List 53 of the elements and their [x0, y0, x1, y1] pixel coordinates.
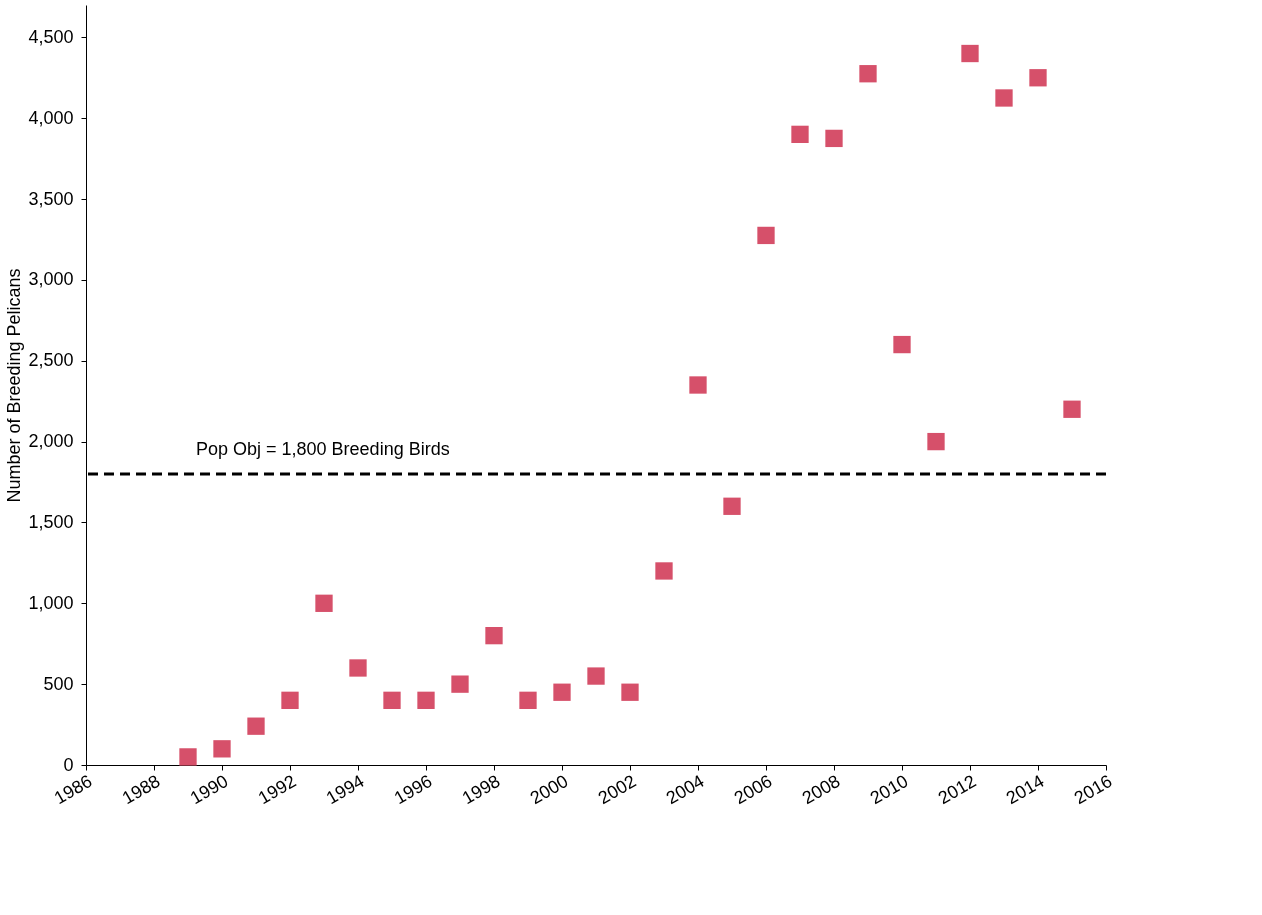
- y-tick-label: 2,500: [28, 350, 74, 371]
- x-tick-label: 2010: [866, 770, 912, 809]
- x-tick-label: 2014: [1002, 770, 1048, 809]
- point: [859, 65, 877, 83]
- x-tick-label: 1990: [186, 770, 232, 809]
- y-tick-label: 1,500: [28, 511, 74, 532]
- point: [621, 683, 639, 701]
- y-tick-label: 500: [43, 673, 74, 694]
- point: [383, 691, 401, 709]
- point: [451, 675, 469, 693]
- point: [825, 129, 843, 148]
- x-tick-label: 2012: [934, 770, 980, 809]
- x-tick-label: 1992: [254, 770, 300, 809]
- point: [893, 335, 911, 354]
- point: [281, 691, 299, 709]
- point: [315, 594, 333, 612]
- point: [349, 659, 367, 677]
- point: [179, 748, 197, 766]
- point: [757, 226, 775, 245]
- x-tick-label: 2004: [662, 770, 708, 809]
- point: [213, 740, 231, 758]
- ref-line-label: Pop Obj = 1,800 Breeding Birds: [196, 438, 450, 459]
- point: [417, 691, 435, 709]
- point: [1029, 69, 1047, 87]
- y-tick-label: 2,000: [28, 431, 74, 452]
- point: [723, 497, 741, 515]
- x-tick-label: 2000: [526, 770, 572, 809]
- x-tick-label: 2008: [798, 770, 844, 809]
- x-tick-label: 2006: [730, 770, 776, 809]
- y-axis-title: Number of Breeding Pelicans: [4, 268, 25, 503]
- point: [519, 691, 537, 709]
- point: [553, 683, 571, 701]
- point: [791, 125, 809, 144]
- point: [1063, 400, 1081, 418]
- point: [995, 89, 1013, 107]
- y-tick-label: 4,000: [28, 107, 74, 128]
- x-tick-label: 1994: [322, 770, 368, 809]
- point: [587, 667, 605, 685]
- point: [961, 44, 979, 63]
- x-tick-label: 2002: [594, 770, 640, 809]
- point: [927, 432, 945, 451]
- x-tick-label: 1988: [118, 770, 164, 809]
- point: [655, 562, 673, 580]
- x-tick-label: 1998: [458, 770, 504, 809]
- x-tick-label: 1996: [390, 770, 436, 809]
- y-tick-label: 3,000: [28, 269, 74, 290]
- point: [247, 717, 265, 735]
- y-tick-label: 1,000: [28, 592, 74, 613]
- y-tick-label: 4,500: [28, 26, 74, 47]
- y-tick-label: 3,500: [28, 188, 74, 209]
- x-tick-label: 2016: [1070, 770, 1116, 809]
- point: [485, 626, 503, 645]
- point: [689, 376, 707, 394]
